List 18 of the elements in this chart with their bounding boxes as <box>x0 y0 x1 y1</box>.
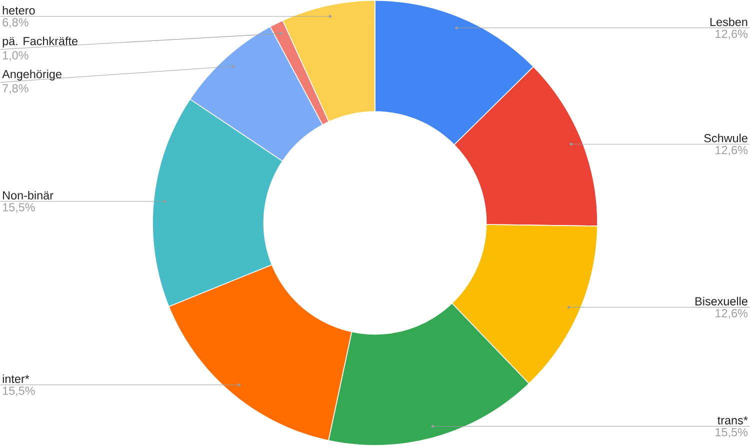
data-label: 12,6% <box>716 309 748 319</box>
data-label: 15,5% <box>716 428 748 438</box>
data-label: 12,6% <box>716 30 748 40</box>
data-label: 7,8% <box>2 84 28 94</box>
slice-label: inter* <box>2 374 30 384</box>
data-label: 15,5% <box>2 386 35 396</box>
slice-label: Bisexuelle <box>696 296 748 306</box>
slice-label: pä. Fachkräfte <box>2 36 78 48</box>
slice-label: Non-binär <box>3 191 54 200</box>
data-label: 6,8% <box>2 18 28 28</box>
data-label: 15,5% <box>2 203 35 213</box>
slice-label: Lesben <box>710 18 748 26</box>
slice-label: Schwule <box>704 134 748 142</box>
slice-label: trans* <box>718 416 748 425</box>
slice-label: hetero <box>2 6 35 15</box>
data-label: 12,6% <box>716 146 748 156</box>
slice-label: Angehörige <box>2 70 62 81</box>
data-label: 1,0% <box>2 51 28 61</box>
